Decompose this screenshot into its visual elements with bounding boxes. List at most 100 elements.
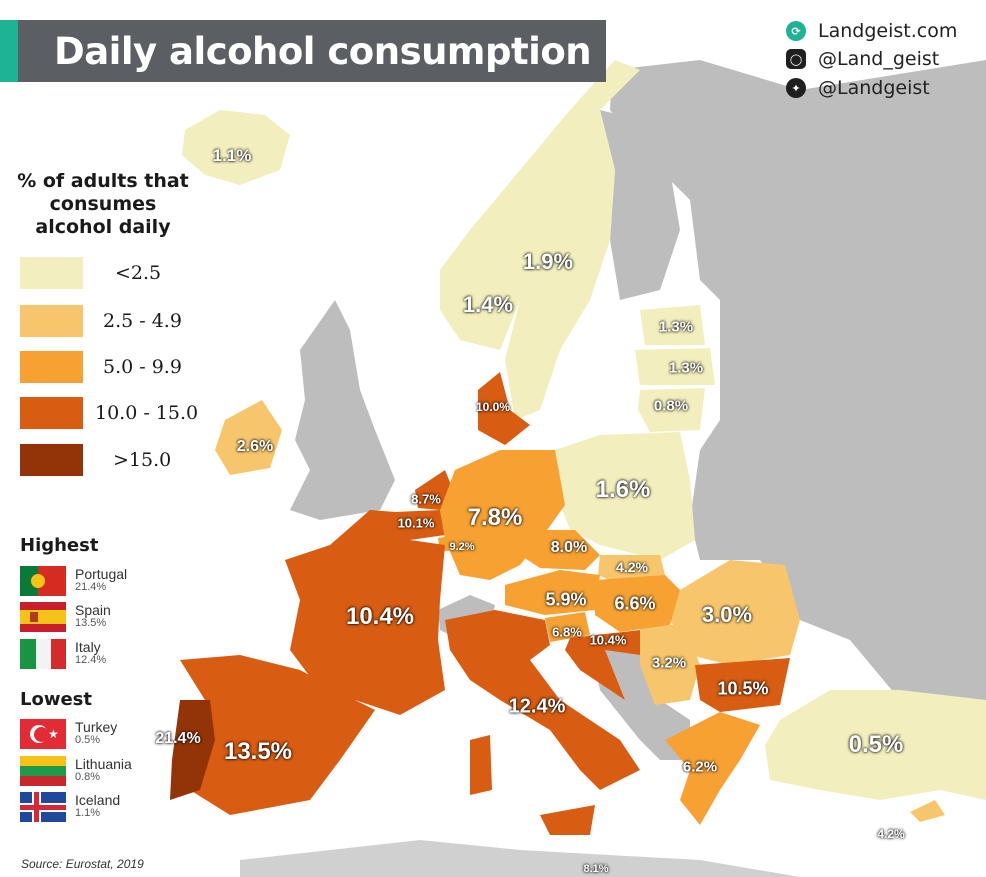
rank-item: Lithuania 0.8% — [20, 753, 132, 789]
legend-title: % of adults that consumes alcohol daily — [8, 170, 198, 239]
legend-item: 2.5 - 4.9 — [20, 304, 200, 338]
lithuania-flag-icon — [20, 756, 66, 786]
rank-item: Italy 12.4% — [20, 636, 106, 672]
map-label-denmark: 10.0% — [475, 400, 511, 414]
rank-value: 0.8% — [75, 771, 101, 783]
region-no-data-uk — [290, 300, 395, 520]
rank-item: Portugal 21.4% — [20, 563, 127, 599]
rank-item: Spain 13.5% — [20, 599, 111, 635]
rank-name: Turkey — [75, 719, 118, 735]
globe-icon: ⟳ — [786, 21, 806, 41]
region-sicily — [540, 805, 595, 835]
italy-flag-icon — [20, 639, 66, 669]
region-estonia — [640, 305, 705, 345]
map-label-croatia: 10.4% — [589, 632, 627, 648]
rank-value: 13.5% — [75, 617, 107, 629]
rank-name: Portugal — [75, 566, 128, 582]
region-greece — [665, 712, 760, 825]
region-poland — [555, 432, 695, 560]
legend-title-line: % of adults that — [17, 170, 189, 192]
region-sardinia — [470, 735, 492, 795]
rank-name: Iceland — [75, 792, 121, 808]
portugal-flag-icon — [20, 566, 66, 596]
map-label-portugal: 21.4% — [155, 730, 201, 747]
map-label-luxembourg: 9.2% — [449, 541, 475, 553]
region-turkey — [765, 690, 986, 800]
social-twitter[interactable]: ✦ @Landgeist — [786, 77, 930, 99]
map-label-latvia: 1.3% — [668, 359, 704, 377]
region-latvia — [635, 348, 715, 385]
legend-swatch — [20, 397, 83, 429]
region-romania — [670, 560, 800, 665]
region-iceland — [182, 110, 290, 185]
map-label-sweden: 1.9% — [522, 249, 574, 274]
map-label-poland: 1.6% — [595, 476, 651, 503]
rank-value: 12.4% — [75, 654, 107, 666]
highest-title: Highest — [20, 535, 99, 556]
rank-name: Lithuania — [75, 756, 132, 772]
rank-item: Iceland 1.1% — [20, 789, 120, 825]
legend-label: <2.5 — [115, 262, 162, 284]
legend-item: 5.0 - 9.9 — [20, 350, 200, 384]
social-instagram-text: @Land_geist — [818, 48, 940, 70]
social-website-text: Landgeist.com — [818, 20, 958, 42]
legend-label: 10.0 - 15.0 — [95, 402, 199, 424]
social-website[interactable]: ⟳ Landgeist.com — [786, 20, 957, 42]
source-note: Source: Eurostat, 2019 — [21, 857, 144, 871]
map-label-serbia: 3.2% — [651, 654, 687, 672]
turkey-flag-icon: ★ — [20, 719, 66, 749]
twitter-icon: ✦ — [786, 78, 806, 98]
map-label-spain: 13.5% — [223, 738, 293, 765]
region-sweden — [505, 110, 615, 420]
region-spain — [180, 655, 375, 815]
region-denmark — [478, 372, 530, 445]
region-no-data-balkans — [590, 645, 690, 760]
region-serbia — [640, 625, 700, 705]
map-label-austria: 5.9% — [545, 589, 587, 610]
legend-label: 5.0 - 9.9 — [103, 356, 182, 378]
spain-flag-icon — [20, 602, 66, 632]
map-label-slovenia: 6.8% — [552, 624, 582, 640]
rank-item: ★ Turkey 0.5% — [20, 716, 117, 752]
map-label-lithuania: 0.8% — [653, 397, 689, 415]
instagram-icon: ◯ — [786, 49, 806, 69]
map-label-slovakia: 4.2% — [616, 559, 648, 575]
map-label-czechia: 8.0% — [550, 539, 588, 556]
legend-swatch — [20, 351, 83, 383]
map-label-netherlands: 8.7% — [411, 491, 441, 507]
social-instagram[interactable]: ◯ @Land_geist — [786, 48, 939, 70]
region-italy — [445, 610, 640, 790]
map-label-belgium: 10.1% — [397, 515, 435, 531]
map-label-malta: 8.1% — [583, 863, 609, 875]
legend-label: >15.0 — [113, 449, 172, 471]
iceland-flag-icon — [20, 792, 66, 822]
map-label-ireland: 2.6% — [236, 438, 274, 455]
region-austria — [505, 570, 600, 615]
map-label-estonia: 1.3% — [658, 318, 694, 336]
legend-title-line: alcohol daily — [35, 216, 171, 238]
lowest-title: Lowest — [20, 689, 92, 710]
legend-swatch — [20, 305, 83, 337]
map-label-cyprus: 4.2% — [877, 827, 905, 841]
map-label-norway: 1.4% — [462, 292, 514, 317]
map-label-germany: 7.8% — [467, 504, 523, 531]
legend-title-line: consumes — [49, 193, 157, 215]
rank-value: 1.1% — [75, 807, 101, 819]
region-croatia — [565, 630, 640, 700]
region-lithuania — [638, 388, 705, 432]
map-label-hungary: 6.6% — [614, 593, 656, 614]
region-ireland — [215, 400, 282, 475]
rank-name: Spain — [75, 602, 111, 618]
rank-name: Italy — [75, 639, 101, 655]
map-label-bulgaria: 10.5% — [717, 678, 769, 699]
legend-swatch — [20, 257, 83, 289]
map-label-italy: 12.4% — [508, 695, 566, 718]
region-no-data-east — [610, 60, 986, 720]
region-no-data-finland — [600, 110, 680, 300]
title-banner: Daily alcohol consumption — [0, 20, 606, 82]
region-france — [285, 510, 445, 715]
legend-swatch — [20, 444, 83, 476]
map-label-greece: 6.2% — [682, 758, 718, 776]
map-label-romania: 3.0% — [701, 602, 753, 627]
